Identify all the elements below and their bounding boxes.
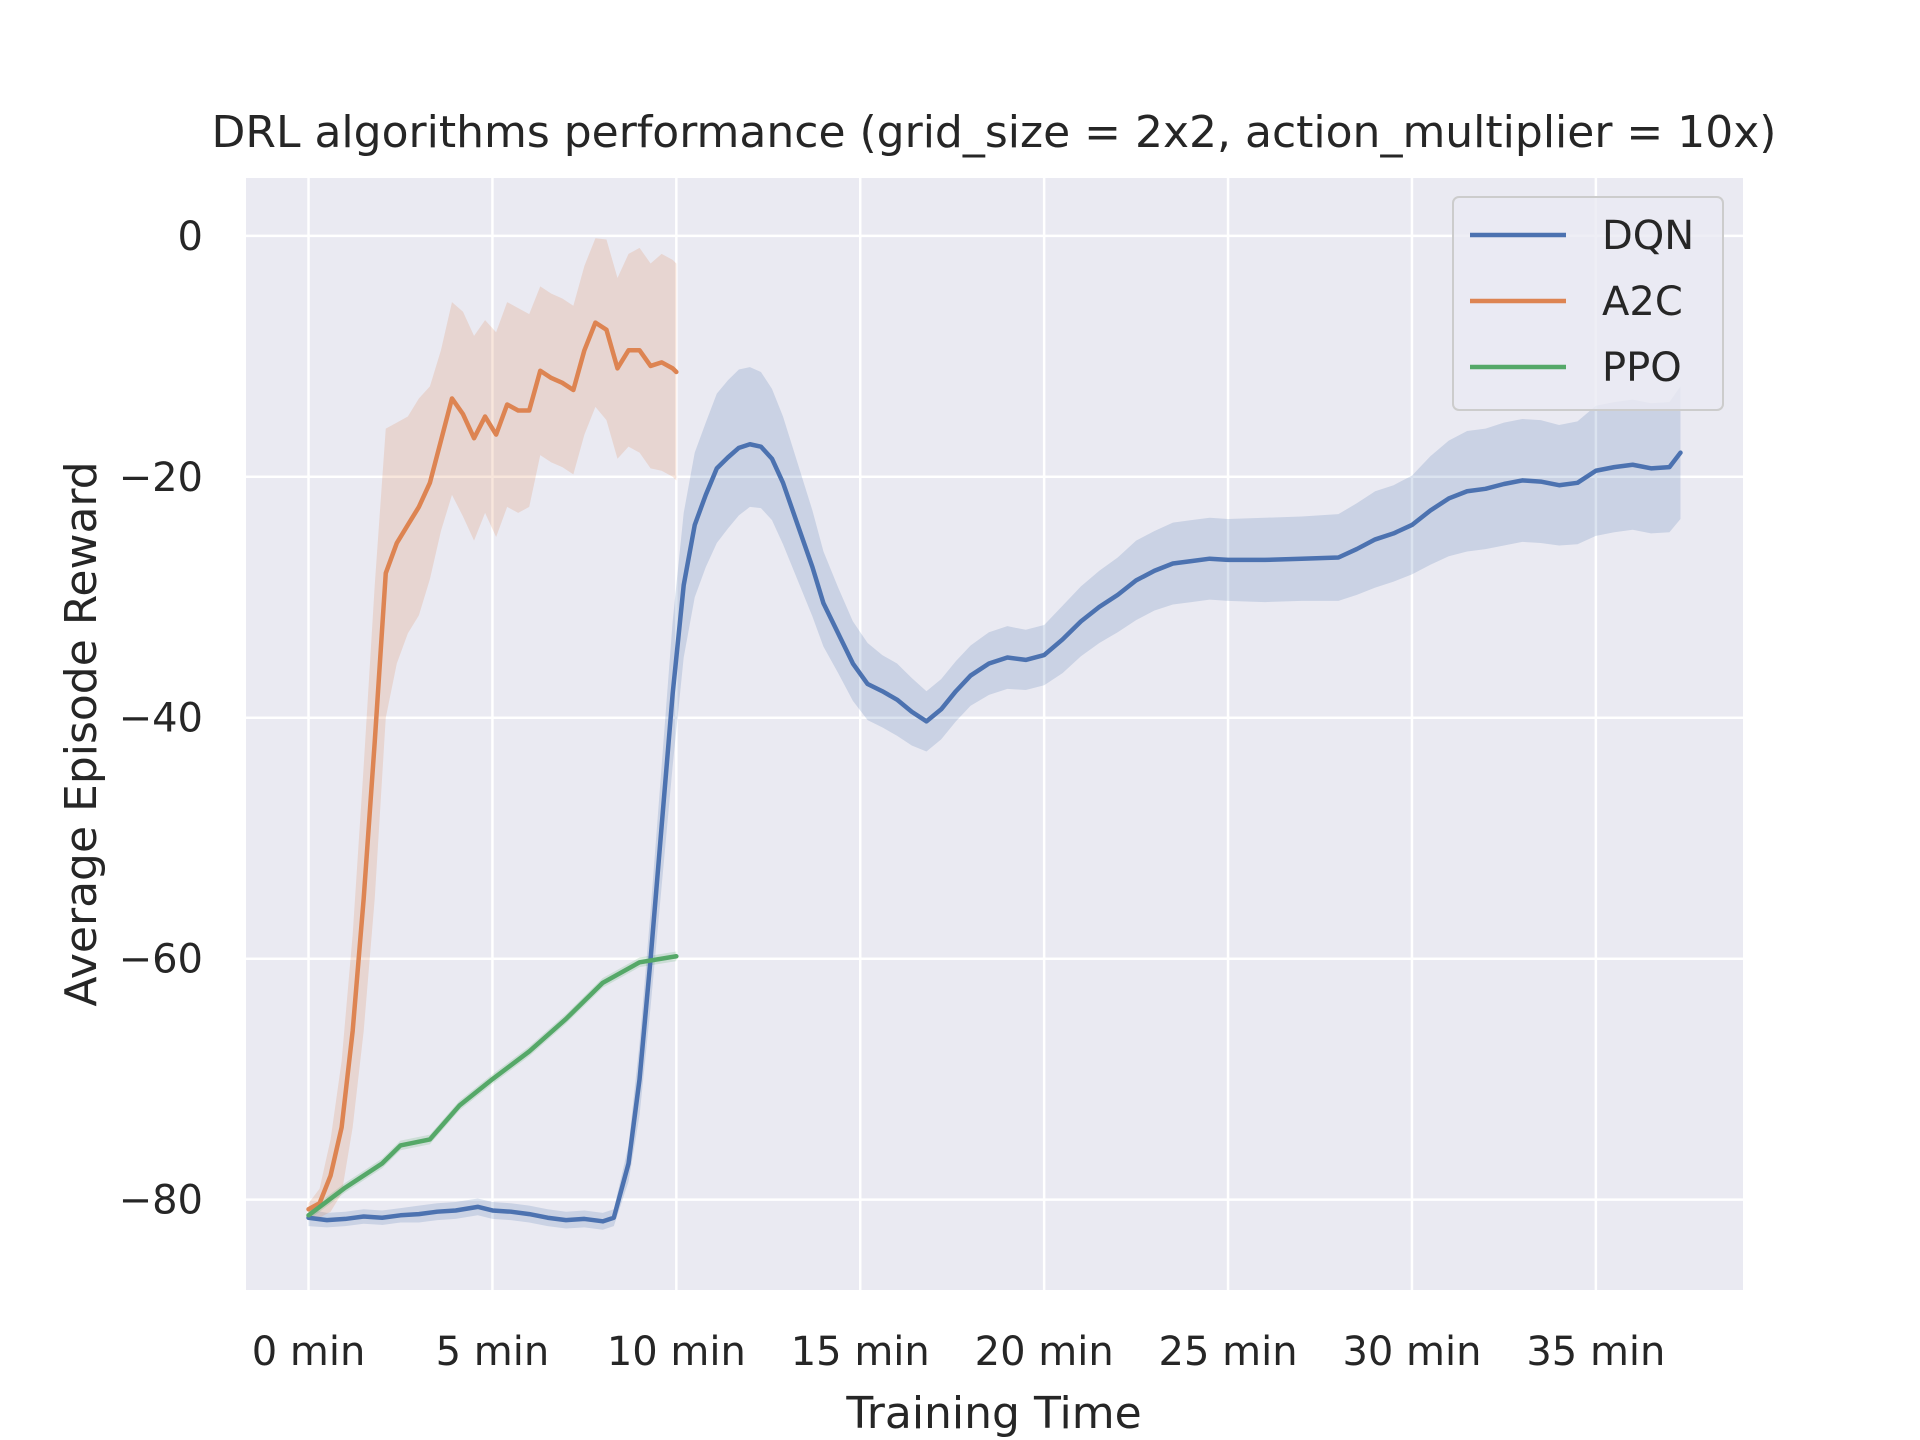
x-tick-label: 35 min [1526,1329,1665,1375]
y-tick-label: −20 [119,455,203,501]
x-tick-label: 20 min [975,1329,1114,1375]
tick-labels: 0 min 5 min 10 min 15 min 20 min 25 min 30 min… [119,214,1666,1375]
legend-label-a2c: A2C [1602,279,1683,325]
chart-title: DRL algorithms performance (grid_size = … [212,107,1777,158]
legend-box [1452,196,1724,411]
x-tick-label: 0 min [252,1329,366,1375]
band-dqn [308,367,1681,1230]
legend-label-ppo: PPO [1602,345,1682,391]
legend-label-dqn: DQN [1602,213,1694,259]
x-tick-label: 30 min [1342,1329,1481,1375]
y-tick-label: −80 [119,1178,203,1224]
legend: DQN A2C PPO [1452,196,1724,411]
x-axis-label: Training Time [845,1388,1141,1439]
series-lines [306,320,1683,1224]
band-a2c [308,238,677,1218]
line-a2c [306,320,679,1212]
x-tick-label: 10 min [607,1329,746,1375]
x-tick-label: 25 min [1159,1329,1298,1375]
x-tick-label: 15 min [791,1329,930,1375]
line-ppo [306,954,679,1218]
y-tick-label: −40 [119,696,203,742]
line-dqn [306,442,1683,1224]
y-axis-label: Average Episode Reward [56,461,107,1006]
confidence-bands [308,238,1681,1230]
y-tick-label: 0 [178,214,203,260]
y-tick-label: −60 [119,937,203,983]
x-tick-label: 5 min [436,1329,550,1375]
